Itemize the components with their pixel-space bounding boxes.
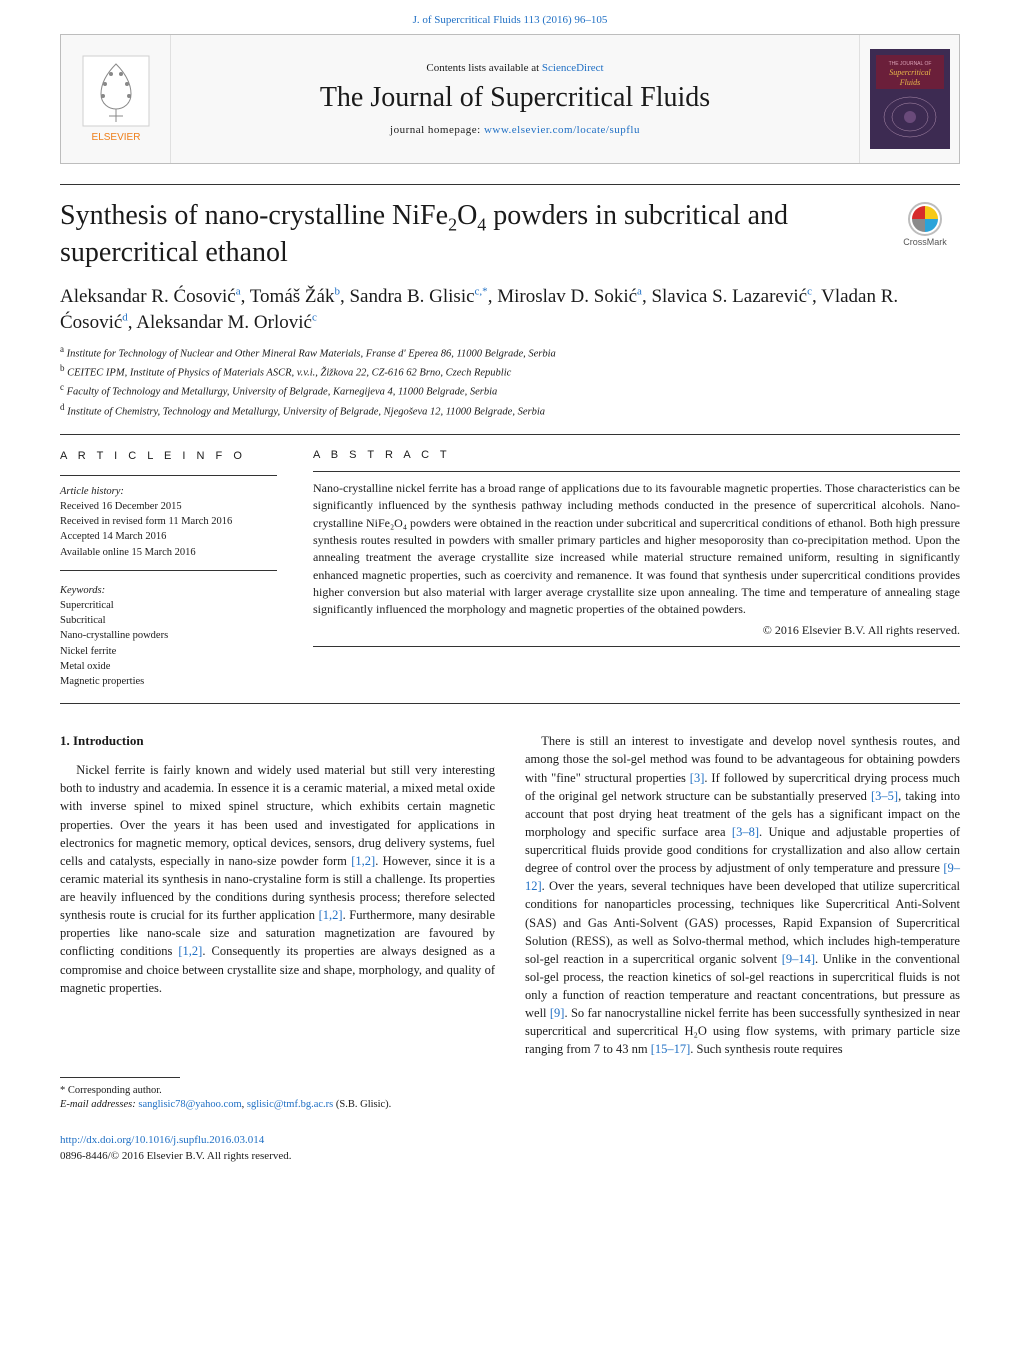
article-info-head: A R T I C L E I N F O bbox=[60, 449, 277, 465]
journal-cover-thumb: THE JOURNAL OF Supercritical Fluids bbox=[859, 35, 959, 163]
section-heading-intro: 1. Introduction bbox=[60, 732, 495, 751]
keywords-head: Keywords: bbox=[60, 583, 277, 598]
svg-text:Fluids: Fluids bbox=[898, 78, 919, 87]
intro-p1: Nickel ferrite is fairly known and widel… bbox=[60, 761, 495, 997]
footnotes: * Corresponding author. E-mail addresses… bbox=[60, 1084, 495, 1113]
author-list: Aleksandar R. Ćosovića, Tomáš Žákb, Sand… bbox=[60, 284, 960, 337]
ref-link[interactable]: [9] bbox=[550, 1006, 565, 1020]
email-line: E-mail addresses: sanglisic78@yahoo.com,… bbox=[60, 1098, 495, 1113]
ref-link[interactable]: [3–5] bbox=[871, 789, 898, 803]
issn-line: 0896-8446/© 2016 Elsevier B.V. All right… bbox=[60, 1150, 292, 1162]
ref-link[interactable]: [1,2] bbox=[178, 944, 202, 958]
homepage-link[interactable]: www.elsevier.com/locate/supflu bbox=[484, 124, 640, 136]
abstract-head: A B S T R A C T bbox=[313, 449, 960, 461]
corresponding-note: * Corresponding author. bbox=[60, 1084, 495, 1099]
footnote-rule bbox=[60, 1077, 180, 1078]
journal-banner: ELSEVIER Contents lists available at Sci… bbox=[60, 34, 960, 164]
info-rule-2 bbox=[60, 570, 277, 571]
ref-link[interactable]: [1,2] bbox=[351, 854, 375, 868]
body-col-right: There is still an interest to investigat… bbox=[525, 732, 960, 1113]
keywords-list: SupercriticalSubcriticalNano-crystalline… bbox=[60, 598, 277, 689]
crossmark-icon: CrossMark bbox=[890, 199, 960, 249]
journal-title: The Journal of Supercritical Fluids bbox=[320, 82, 710, 114]
svg-text:ELSEVIER: ELSEVIER bbox=[91, 132, 140, 143]
abstract-copyright: © 2016 Elsevier B.V. All rights reserved… bbox=[313, 623, 960, 638]
ref-link[interactable]: [3] bbox=[690, 771, 705, 785]
abstract-rule bbox=[313, 471, 960, 472]
intro-p2: There is still an interest to investigat… bbox=[525, 732, 960, 1058]
banner-center: Contents lists available at ScienceDirec… bbox=[171, 35, 859, 163]
publisher-logo: ELSEVIER bbox=[61, 35, 171, 163]
svg-text:THE JOURNAL OF: THE JOURNAL OF bbox=[888, 61, 931, 67]
history-list: Received 16 December 2015Received in rev… bbox=[60, 499, 277, 560]
ref-link[interactable]: [1,2] bbox=[319, 908, 343, 922]
ref-link[interactable]: [3–8] bbox=[732, 825, 759, 839]
svg-text:CrossMark: CrossMark bbox=[903, 237, 947, 247]
abstract-rule-bottom bbox=[313, 646, 960, 647]
info-rule bbox=[60, 475, 277, 476]
doi-block: http://dx.doi.org/10.1016/j.supflu.2016.… bbox=[60, 1133, 960, 1164]
body-col-left: 1. Introduction Nickel ferrite is fairly… bbox=[60, 732, 495, 1113]
svg-text:Supercritical: Supercritical bbox=[889, 68, 931, 77]
ref-link[interactable]: [15–17] bbox=[651, 1042, 691, 1056]
paper-title: Synthesis of nano-crystalline NiFe2O4 po… bbox=[60, 199, 874, 270]
sciencedirect-link[interactable]: ScienceDirect bbox=[542, 62, 604, 74]
ref-link[interactable]: [9–14] bbox=[782, 952, 815, 966]
email-link[interactable]: sglisic@tmf.bg.ac.rs bbox=[247, 1099, 333, 1110]
citation-link[interactable]: J. of Supercritical Fluids 113 (2016) 96… bbox=[413, 14, 608, 26]
doi-link[interactable]: http://dx.doi.org/10.1016/j.supflu.2016.… bbox=[60, 1134, 264, 1146]
crossmark-badge[interactable]: CrossMark bbox=[890, 199, 960, 253]
homepage-line: journal homepage: www.elsevier.com/locat… bbox=[390, 124, 640, 136]
affiliations: a Institute for Technology of Nuclear an… bbox=[60, 343, 960, 420]
running-head: J. of Supercritical Fluids 113 (2016) 96… bbox=[0, 14, 1020, 26]
rule-top bbox=[60, 184, 960, 185]
elsevier-tree-icon: ELSEVIER bbox=[81, 54, 151, 144]
abstract-text: Nano-crystalline nickel ferrite has a br… bbox=[313, 480, 960, 619]
history-head: Article history: bbox=[60, 484, 277, 499]
article-info-block: A R T I C L E I N F O Article history: R… bbox=[60, 435, 295, 704]
contents-line: Contents lists available at ScienceDirec… bbox=[426, 62, 603, 74]
abstract-block: A B S T R A C T Nano-crystalline nickel … bbox=[295, 435, 960, 704]
email-link[interactable]: sanglisic78@yahoo.com bbox=[138, 1099, 241, 1110]
rule-under-info bbox=[60, 703, 960, 704]
cover-icon: THE JOURNAL OF Supercritical Fluids bbox=[870, 49, 950, 149]
